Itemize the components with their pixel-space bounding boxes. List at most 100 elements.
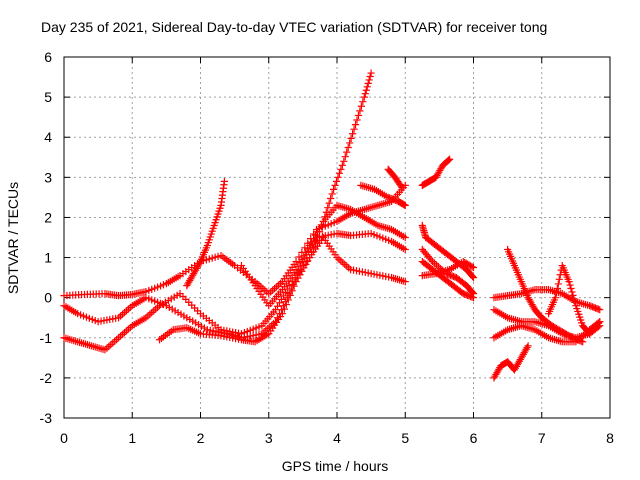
data-point [148, 296, 156, 304]
data-point [290, 282, 298, 290]
x-tick-label: 2 [197, 430, 205, 446]
data-point [151, 284, 159, 292]
data-point [148, 285, 156, 293]
data-point [359, 98, 367, 106]
data-point [321, 213, 329, 221]
data-point [319, 217, 327, 226]
data-point [205, 236, 213, 244]
data-point [346, 139, 354, 147]
data-point [367, 229, 375, 238]
data-point [249, 325, 257, 333]
data-point [292, 257, 300, 266]
data-point [362, 86, 370, 94]
data-point [343, 148, 351, 156]
data-point [567, 284, 575, 293]
y-tick-label: -2 [40, 370, 53, 386]
data-point [211, 253, 219, 261]
data-point [145, 295, 153, 303]
data-point [188, 301, 196, 309]
data-point [579, 338, 587, 346]
x-tick-label: 3 [265, 430, 273, 446]
data-point [255, 323, 263, 331]
data-point [74, 310, 82, 318]
data-point [469, 290, 478, 298]
data-point [401, 233, 409, 242]
data-point [572, 302, 580, 310]
data-point [325, 199, 333, 207]
data-point [553, 284, 561, 293]
data-point [370, 231, 378, 239]
series-trace-3 [60, 233, 409, 354]
x-tick-label: 7 [538, 430, 546, 446]
data-point [329, 185, 338, 193]
data-point [565, 278, 573, 286]
data-point [347, 134, 355, 142]
data-point [142, 288, 150, 296]
series-trace-19 [544, 261, 604, 338]
series-trace-1 [60, 181, 409, 300]
y-tick-label: 1 [44, 250, 52, 266]
data-point [398, 183, 406, 191]
data-point [367, 69, 375, 77]
data-point [364, 79, 372, 87]
data-point [220, 177, 228, 185]
data-point [578, 319, 586, 327]
data-point [193, 307, 202, 315]
data-point [176, 290, 184, 298]
data-point [208, 254, 216, 262]
data-point [334, 173, 342, 181]
data-point [252, 324, 260, 332]
data-point [596, 322, 604, 330]
y-tick-label: 6 [44, 49, 52, 65]
data-point [569, 291, 577, 299]
data-point [338, 161, 346, 169]
data-point [284, 296, 292, 304]
data-point [151, 297, 159, 305]
data-point [351, 121, 360, 129]
series-trace-4 [155, 201, 409, 346]
data-point [211, 219, 219, 227]
data-points [60, 69, 604, 382]
y-tick-label: 0 [44, 290, 52, 306]
data-point [350, 125, 358, 133]
data-point [308, 248, 316, 256]
series-trace-18 [504, 245, 587, 346]
data-point [575, 310, 583, 318]
data-point [379, 234, 387, 242]
data-point [385, 236, 393, 244]
data-point [310, 243, 318, 251]
data-point [340, 157, 348, 165]
data-point [353, 116, 361, 124]
data-point [203, 241, 211, 250]
data-point [570, 295, 578, 303]
data-point [216, 204, 224, 212]
x-tick-label: 8 [606, 430, 614, 446]
data-point [215, 207, 223, 215]
data-point [213, 213, 221, 221]
data-point [337, 165, 345, 173]
data-point [401, 201, 409, 210]
data-point [156, 282, 165, 290]
data-point [240, 329, 248, 337]
grid [64, 57, 610, 418]
series-trace-14 [490, 286, 604, 314]
data-point [278, 310, 286, 318]
data-point [363, 83, 371, 91]
data-point [327, 194, 335, 203]
data-point [142, 294, 150, 302]
data-point [306, 253, 314, 262]
data-point [332, 177, 341, 185]
data-point [327, 220, 335, 228]
x-tick-label: 0 [60, 430, 68, 446]
data-point [524, 342, 532, 350]
data-point [361, 90, 369, 98]
data-point [208, 227, 216, 235]
data-point [344, 143, 352, 152]
data-point [446, 155, 454, 163]
series-trace-12 [418, 257, 478, 280]
x-tick-label: 1 [128, 430, 136, 446]
data-point [574, 307, 582, 316]
data-point [376, 233, 384, 241]
y-tick-label: 5 [44, 89, 52, 105]
